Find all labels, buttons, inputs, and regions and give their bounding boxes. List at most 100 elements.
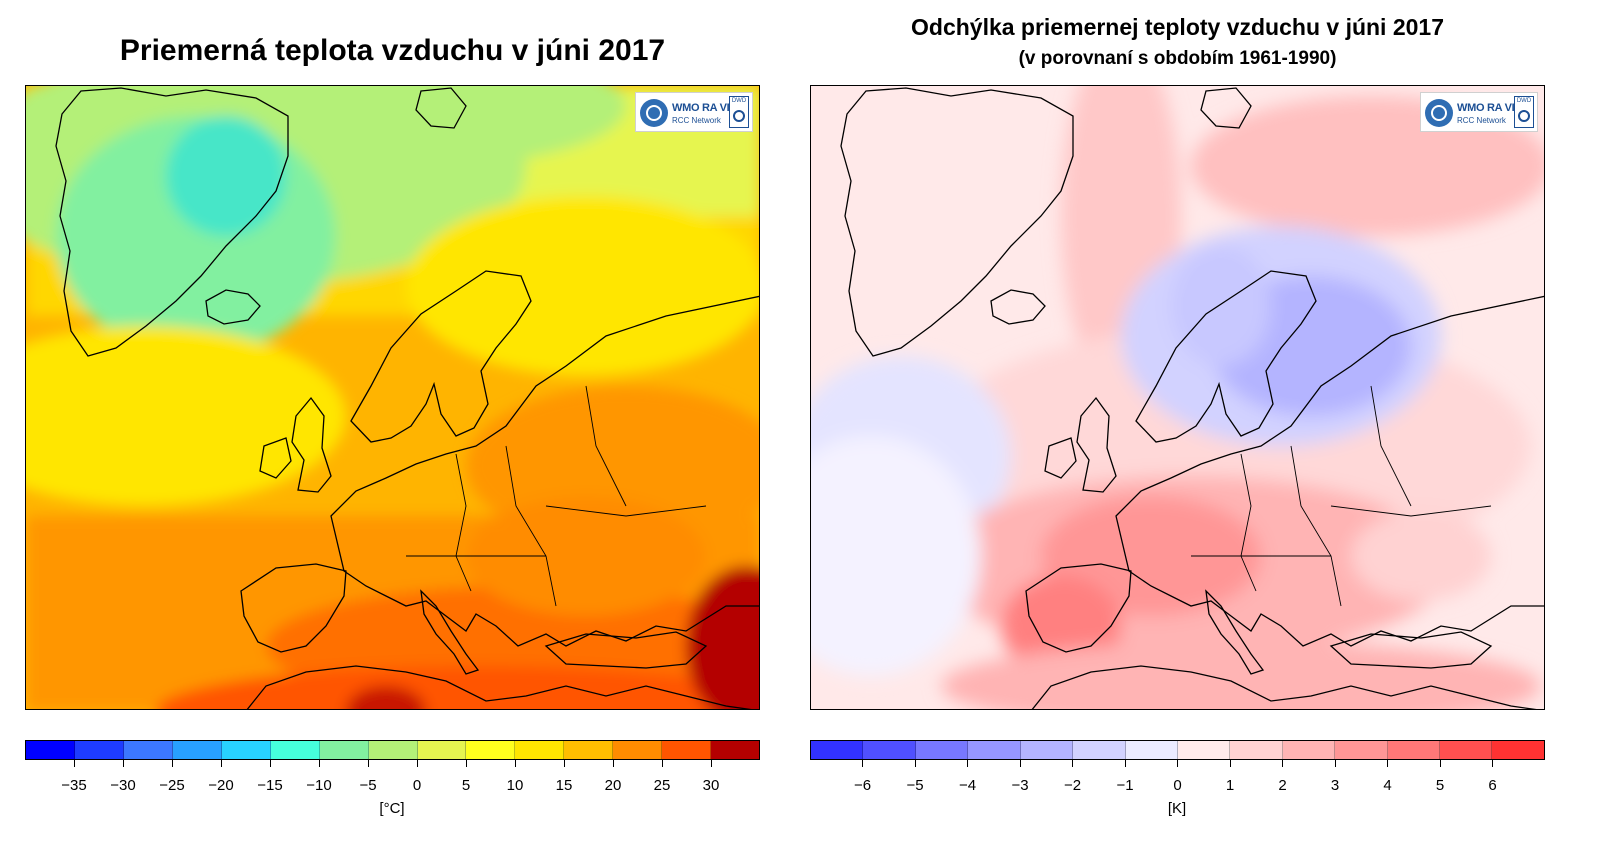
anomaly-colorbar-tick-label: 0 bbox=[1173, 777, 1182, 794]
temperature-colorbar-tick-label: 0 bbox=[412, 777, 422, 794]
logo-line2: RCC Network bbox=[672, 116, 721, 125]
temperature-colorbar-segment bbox=[613, 741, 663, 759]
mean-temperature-field bbox=[26, 86, 759, 709]
dwd-badge: DWD bbox=[1514, 96, 1534, 128]
temperature-colorbar-tick bbox=[563, 760, 565, 767]
temperature-anomaly-field bbox=[811, 86, 1544, 709]
anomaly-colorbar-segment bbox=[1335, 741, 1388, 759]
anomaly-colorbar-tick-label: −6 bbox=[853, 777, 872, 794]
temperature-colorbar-tick-label: −20 bbox=[208, 777, 234, 794]
dwd-swirl-icon bbox=[1518, 110, 1530, 122]
anomaly-colorbar-tick bbox=[1387, 760, 1388, 767]
anomaly-colorbar bbox=[810, 740, 1545, 760]
temperature-colorbar-segment bbox=[564, 741, 614, 759]
temperature-colorbar-tick bbox=[661, 760, 663, 767]
temperature-colorbar-segment bbox=[711, 741, 760, 759]
anomaly-colorbar-tick-label: −1 bbox=[1116, 777, 1134, 794]
anomaly-colorbar-tick-label: 2 bbox=[1278, 777, 1287, 794]
temperature-colorbar-tick bbox=[269, 760, 271, 767]
temperature-colorbar-tick-label: −30 bbox=[110, 777, 136, 794]
mean-temperature-map: WMO RA VI RCC Network DWD bbox=[25, 85, 760, 710]
temperature-colorbar-segment bbox=[221, 741, 271, 759]
temperature-unit: [°C] bbox=[379, 800, 405, 817]
wmo-globe-icon bbox=[640, 99, 668, 127]
anomaly-colorbar-segment bbox=[1230, 741, 1283, 759]
temperature-colorbar-segment bbox=[515, 741, 565, 759]
temperature-colorbar-tick bbox=[465, 760, 467, 767]
anomaly-colorbar-tick bbox=[1229, 760, 1231, 767]
temperature-colorbar-tick bbox=[514, 760, 516, 767]
temperature-colorbar-tick-label: −5 bbox=[359, 777, 377, 794]
anomaly-colorbar-segment bbox=[1020, 741, 1074, 759]
anomaly-colorbar-segment bbox=[1073, 741, 1126, 759]
anomaly-colorbar-segment bbox=[1125, 741, 1178, 759]
temperature-colorbar-tick-label: −15 bbox=[257, 777, 283, 794]
anomaly-colorbar-tick-label: 5 bbox=[1435, 777, 1445, 794]
anomaly-colorbar-tick bbox=[1019, 760, 1021, 767]
temperature-colorbar-segment bbox=[270, 741, 320, 759]
logo-line1: WMO RA VI bbox=[672, 102, 730, 114]
anomaly-colorbar-segment bbox=[1440, 741, 1493, 759]
left-map-title: Priemerná teplota vzduchu v júni 2017 bbox=[119, 34, 666, 67]
anomaly-colorbar-tick bbox=[1124, 760, 1126, 767]
dwd-swirl-icon bbox=[733, 110, 745, 122]
anomaly-colorbar-tick bbox=[1439, 760, 1441, 767]
dwd-badge-text: DWD bbox=[731, 98, 747, 104]
wmo-rcc-logo: WMO RA VI RCC Network DWD bbox=[635, 92, 753, 132]
anomaly-colorbar-tick-label: −5 bbox=[906, 777, 924, 794]
temperature-colorbar-tick-label: 20 bbox=[604, 777, 622, 794]
anomaly-colorbar-segment bbox=[863, 741, 916, 759]
anomaly-colorbar-tick bbox=[967, 760, 968, 767]
anomaly-colorbar-segment bbox=[915, 741, 969, 759]
temperature-colorbar-segment bbox=[74, 741, 124, 759]
anomaly-colorbar-tick bbox=[1072, 760, 1073, 767]
temperature-colorbar-segment bbox=[368, 741, 418, 759]
temperature-colorbar-tick bbox=[73, 760, 75, 767]
wmo-globe-icon bbox=[1425, 99, 1453, 127]
anomaly-colorbar-tick bbox=[1282, 760, 1283, 767]
temperature-colorbar-tick bbox=[612, 760, 614, 767]
temperature-colorbar-segment bbox=[466, 741, 516, 759]
anomaly-colorbar-tick bbox=[914, 760, 916, 767]
temperature-colorbar-tick bbox=[318, 760, 320, 767]
temperature-colorbar-tick-label: 10 bbox=[506, 777, 524, 794]
anomaly-colorbar-tick-label: 1 bbox=[1225, 777, 1235, 794]
temperature-colorbar-tick-label: −35 bbox=[61, 777, 87, 794]
anomaly-colorbar-segment bbox=[968, 741, 1021, 759]
anomaly-colorbar-segment bbox=[1282, 741, 1336, 759]
logo-line1: WMO RA VI bbox=[1457, 102, 1515, 114]
anomaly-colorbar-tick-label: −4 bbox=[958, 777, 977, 794]
anomaly-colorbar-tick bbox=[1177, 760, 1178, 767]
right-map-subtitle: (v porovnaní s obdobím 1961-1990) bbox=[1018, 48, 1337, 69]
anomaly-colorbar-tick bbox=[1492, 760, 1493, 767]
temperature-colorbar-segment bbox=[26, 741, 75, 759]
anomaly-colorbar-tick-label: 6 bbox=[1488, 777, 1497, 794]
wmo-rcc-logo: WMO RA VI RCC Network DWD bbox=[1420, 92, 1538, 132]
anomaly-colorbar-tick-label: 4 bbox=[1383, 777, 1392, 794]
temperature-colorbar-tick bbox=[416, 760, 418, 767]
temperature-colorbar-tick bbox=[122, 760, 124, 767]
anomaly-colorbar-tick bbox=[862, 760, 863, 767]
temperature-colorbar-segment bbox=[319, 741, 369, 759]
temperature-colorbar-tick-label: 15 bbox=[555, 777, 573, 794]
temperature-colorbar-tick-label: 25 bbox=[653, 777, 671, 794]
logo-line2: RCC Network bbox=[1457, 116, 1506, 125]
temperature-colorbar-tick bbox=[171, 760, 173, 767]
anomaly-colorbar-segment bbox=[811, 741, 864, 759]
anomaly-colorbar-tick-label: 3 bbox=[1330, 777, 1340, 794]
temperature-colorbar-tick bbox=[220, 760, 222, 767]
anomaly-colorbar-tick-label: −3 bbox=[1011, 777, 1029, 794]
temperature-anomaly-map: WMO RA VI RCC Network DWD bbox=[810, 85, 1545, 710]
temperature-colorbar-tick bbox=[710, 760, 712, 767]
temperature-colorbar-segment bbox=[123, 741, 173, 759]
temperature-colorbar-tick bbox=[367, 760, 369, 767]
anomaly-colorbar-segment bbox=[1177, 741, 1231, 759]
anomaly-colorbar-segment bbox=[1492, 741, 1544, 759]
temperature-colorbar-tick-label: −25 bbox=[159, 777, 185, 794]
anomaly-unit: [K] bbox=[1167, 800, 1187, 817]
dwd-badge-text: DWD bbox=[1516, 98, 1532, 104]
temperature-colorbar bbox=[25, 740, 760, 760]
temperature-colorbar-segment bbox=[417, 741, 467, 759]
temperature-colorbar-segment bbox=[662, 741, 712, 759]
temperature-colorbar-tick-label: 30 bbox=[702, 777, 720, 794]
